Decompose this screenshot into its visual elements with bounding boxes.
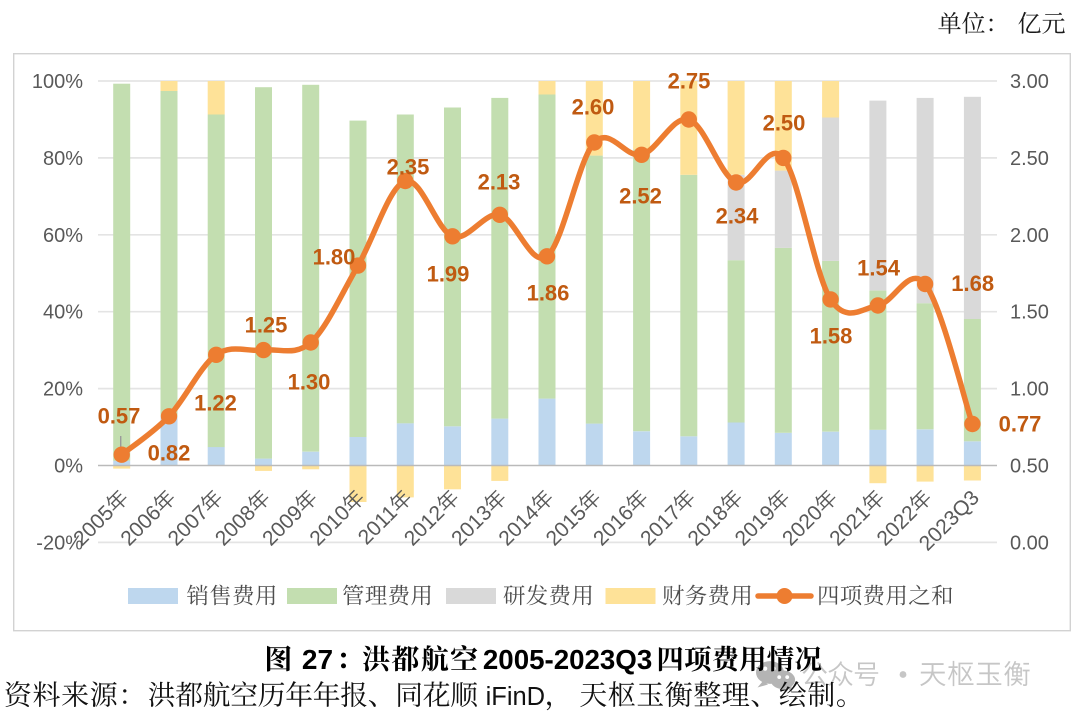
svg-text:2.50: 2.50 xyxy=(763,111,806,136)
svg-text:0.82: 0.82 xyxy=(148,441,191,466)
svg-text:3.00: 3.00 xyxy=(1010,71,1049,93)
svg-text:2.00: 2.00 xyxy=(1010,225,1049,247)
svg-text:1.30: 1.30 xyxy=(288,370,331,395)
svg-text:0%: 0% xyxy=(54,456,83,478)
svg-text:2005-2023Q3: 2005-2023Q3 xyxy=(483,644,652,675)
svg-text:0.57: 0.57 xyxy=(98,404,141,429)
svg-text:1.80: 1.80 xyxy=(313,245,356,270)
svg-text:100%: 100% xyxy=(32,71,83,93)
svg-text:2.52: 2.52 xyxy=(619,184,662,209)
svg-text:0.77: 0.77 xyxy=(999,412,1042,437)
svg-text:20%: 20% xyxy=(43,379,83,401)
svg-text:80%: 80% xyxy=(43,148,83,170)
svg-text:0.50: 0.50 xyxy=(1010,456,1049,478)
svg-text:1.86: 1.86 xyxy=(527,281,570,306)
svg-text:2.34: 2.34 xyxy=(716,204,760,229)
svg-text:40%: 40% xyxy=(43,302,83,324)
svg-text:1.58: 1.58 xyxy=(810,324,853,349)
svg-text:2.35: 2.35 xyxy=(387,155,430,180)
svg-text:2.50: 2.50 xyxy=(1010,148,1049,170)
svg-text:-20%: -20% xyxy=(36,532,83,554)
svg-text:1.22: 1.22 xyxy=(194,391,237,416)
svg-text:2.75: 2.75 xyxy=(668,69,711,94)
svg-text:27: 27 xyxy=(302,644,333,675)
svg-text:60%: 60% xyxy=(43,225,83,247)
svg-text:iFinD: iFinD xyxy=(486,683,546,711)
svg-text:1.99: 1.99 xyxy=(427,262,470,287)
svg-text:1.00: 1.00 xyxy=(1010,379,1049,401)
svg-text:2.60: 2.60 xyxy=(572,95,615,120)
svg-text:1.54: 1.54 xyxy=(857,256,901,281)
svg-text:2.13: 2.13 xyxy=(478,170,521,195)
svg-text:1.25: 1.25 xyxy=(245,313,288,338)
svg-text:1.68: 1.68 xyxy=(951,271,994,296)
svg-text:0.00: 0.00 xyxy=(1010,532,1049,554)
svg-text:1.50: 1.50 xyxy=(1010,302,1049,324)
